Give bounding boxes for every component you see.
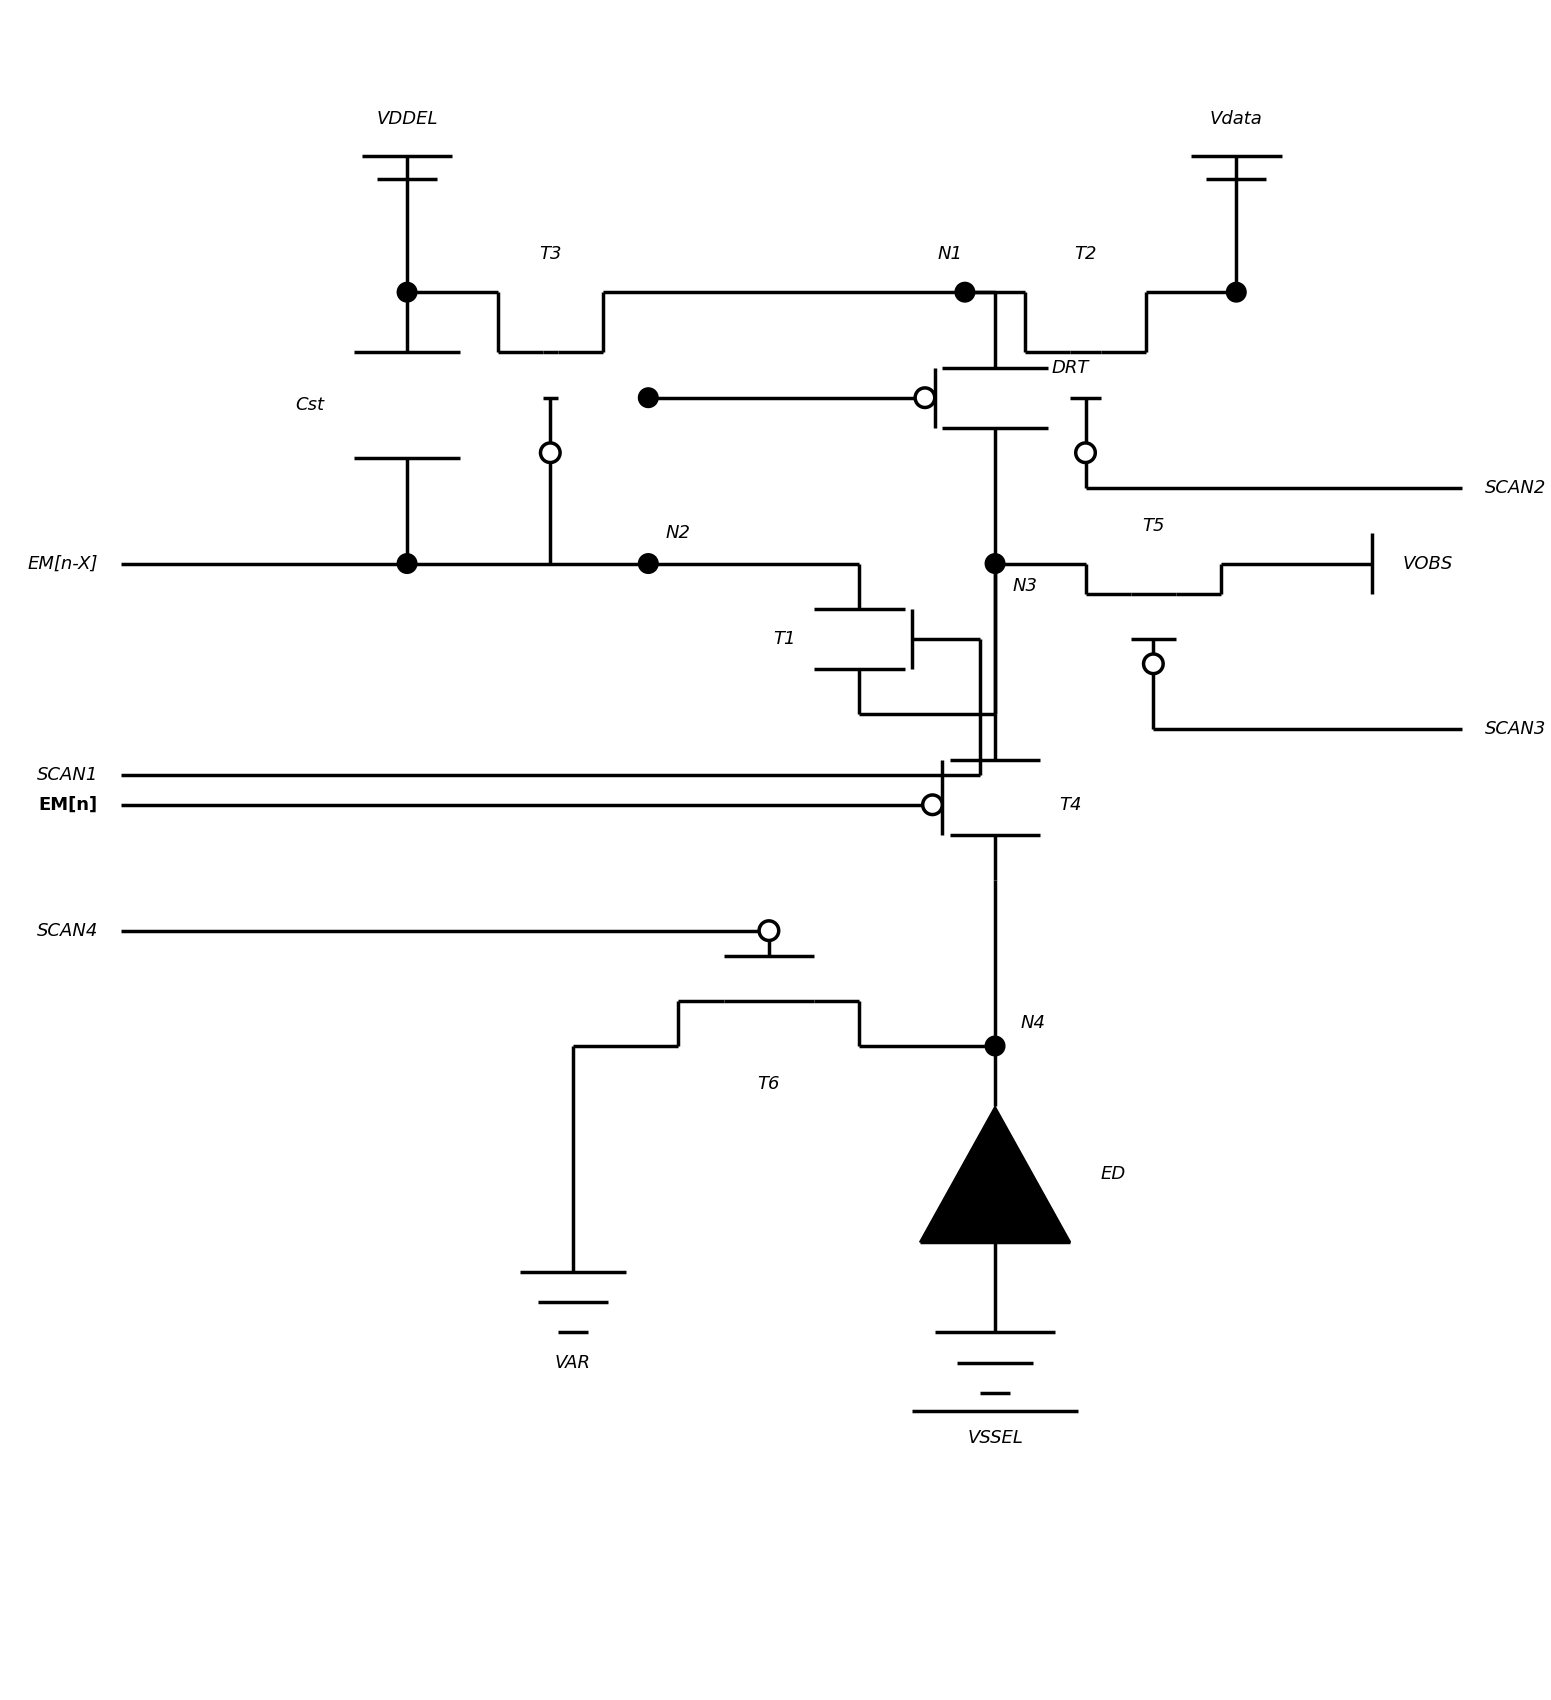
Circle shape: [639, 388, 658, 408]
Text: VAR: VAR: [555, 1353, 591, 1372]
Text: N1: N1: [937, 245, 962, 264]
Circle shape: [985, 1037, 1005, 1056]
Text: SCAN3: SCAN3: [1484, 721, 1546, 738]
Text: SCAN2: SCAN2: [1484, 479, 1546, 496]
Text: N3: N3: [1013, 578, 1038, 595]
Circle shape: [923, 796, 943, 814]
Text: DRT: DRT: [1052, 359, 1089, 377]
Text: ED: ED: [1101, 1164, 1126, 1183]
Text: T5: T5: [1142, 517, 1165, 536]
Circle shape: [915, 388, 935, 408]
Circle shape: [758, 921, 779, 940]
Circle shape: [1227, 282, 1245, 303]
Circle shape: [397, 554, 417, 573]
Text: T6: T6: [757, 1074, 780, 1093]
Text: VOBS: VOBS: [1402, 554, 1452, 573]
Circle shape: [540, 444, 560, 462]
Text: Vdata: Vdata: [1210, 110, 1263, 128]
Circle shape: [985, 554, 1005, 573]
Text: VDDEL: VDDEL: [377, 110, 437, 128]
Text: T1: T1: [772, 631, 796, 648]
Circle shape: [955, 282, 974, 303]
Text: SCAN1: SCAN1: [37, 765, 98, 784]
Text: VSSEL: VSSEL: [968, 1430, 1024, 1447]
Text: T4: T4: [1059, 796, 1081, 814]
Text: Cst: Cst: [295, 396, 324, 415]
Text: T2: T2: [1075, 245, 1097, 264]
Text: T3: T3: [540, 245, 561, 264]
Text: SCAN4: SCAN4: [37, 921, 98, 940]
Text: N2: N2: [665, 524, 690, 542]
Polygon shape: [920, 1107, 1070, 1243]
Circle shape: [1143, 654, 1163, 673]
Circle shape: [397, 282, 417, 303]
Text: EM[n-X]: EM[n-X]: [28, 554, 98, 573]
Circle shape: [639, 554, 658, 573]
Text: EM[n]: EM[n]: [39, 796, 98, 814]
Text: N4: N4: [1021, 1015, 1045, 1032]
Circle shape: [1076, 444, 1095, 462]
